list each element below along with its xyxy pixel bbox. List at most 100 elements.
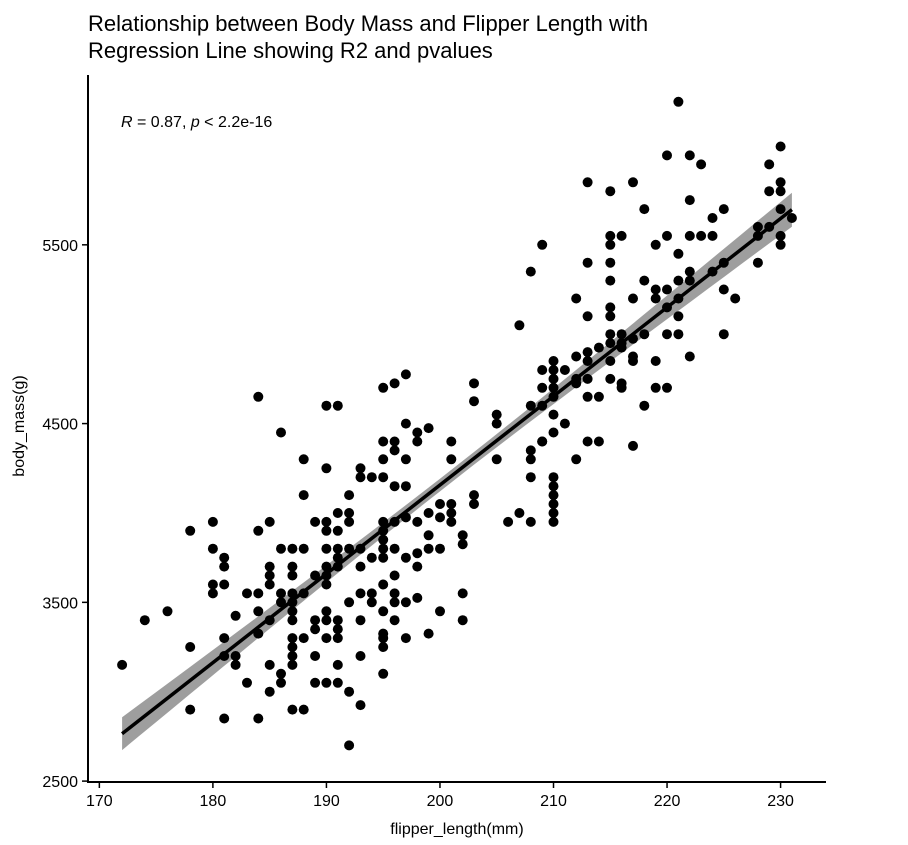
data-point xyxy=(435,499,445,509)
data-point xyxy=(718,284,729,295)
data-point xyxy=(321,615,332,626)
data-point xyxy=(355,472,366,483)
y-tick-label: 5500 xyxy=(42,238,78,255)
data-point xyxy=(378,642,389,652)
data-point xyxy=(582,311,593,322)
data-point xyxy=(786,213,797,223)
data-point xyxy=(775,186,786,197)
data-point xyxy=(321,606,332,617)
data-point xyxy=(605,239,616,250)
data-point xyxy=(775,230,786,241)
data-point xyxy=(582,436,593,447)
data-point xyxy=(264,659,275,670)
data-point xyxy=(469,499,479,509)
data-point xyxy=(548,508,559,518)
data-point xyxy=(389,588,400,599)
data-point xyxy=(264,561,275,572)
data-point xyxy=(332,400,343,411)
data-point xyxy=(332,508,343,518)
data-point xyxy=(628,293,638,304)
data-point xyxy=(287,659,298,670)
data-point xyxy=(389,445,400,456)
data-point xyxy=(412,427,423,438)
data-point xyxy=(730,293,741,304)
data-point xyxy=(310,624,321,635)
data-point xyxy=(514,320,525,331)
data-point xyxy=(571,293,582,304)
data-point xyxy=(718,329,729,340)
data-point xyxy=(344,516,355,527)
data-point xyxy=(355,561,366,572)
data-point xyxy=(242,677,252,688)
data-point xyxy=(298,454,309,465)
data-point xyxy=(582,347,593,358)
data-point xyxy=(707,230,718,241)
y-tick-label: 2500 xyxy=(42,774,78,791)
data-point xyxy=(605,186,616,197)
data-point xyxy=(219,633,230,644)
data-point xyxy=(752,221,763,232)
data-point xyxy=(514,508,525,518)
data-point xyxy=(139,615,150,626)
data-point xyxy=(400,454,411,465)
data-point xyxy=(684,275,695,286)
data-point xyxy=(207,516,218,527)
data-point xyxy=(276,588,286,599)
data-point xyxy=(423,543,434,554)
data-point xyxy=(378,552,389,563)
data-point xyxy=(593,391,604,402)
data-point xyxy=(582,373,593,384)
data-point xyxy=(435,543,445,554)
data-point xyxy=(400,369,411,380)
data-point xyxy=(310,615,321,626)
data-point xyxy=(696,159,707,170)
p-symbol: p xyxy=(190,114,200,131)
data-point xyxy=(469,378,479,389)
data-point xyxy=(491,409,502,420)
data-point xyxy=(616,382,627,393)
data-point xyxy=(264,686,275,697)
data-point xyxy=(752,257,763,268)
data-point xyxy=(321,525,332,536)
data-point xyxy=(548,499,559,509)
data-point xyxy=(582,177,593,188)
data-point xyxy=(400,552,411,563)
data-point xyxy=(287,642,298,652)
data-point xyxy=(673,311,684,322)
data-point xyxy=(332,552,343,563)
data-point xyxy=(582,257,593,268)
data-point xyxy=(639,329,650,340)
data-point xyxy=(412,561,423,572)
data-point xyxy=(332,677,343,688)
data-point xyxy=(264,579,275,590)
data-point xyxy=(662,382,672,393)
data-point xyxy=(378,436,389,447)
data-point xyxy=(582,391,593,402)
data-point xyxy=(548,472,559,483)
data-point xyxy=(662,329,672,340)
data-point xyxy=(287,615,298,626)
x-axis-label: flipper_length(mm) xyxy=(390,821,523,838)
data-point xyxy=(287,570,298,581)
data-point xyxy=(593,342,604,353)
r-value-text: = 0.87, xyxy=(133,114,191,131)
data-point xyxy=(219,561,230,572)
data-point xyxy=(321,677,332,688)
data-point xyxy=(378,579,389,590)
regression-line-layer xyxy=(120,208,794,736)
data-point xyxy=(310,516,321,527)
data-point xyxy=(605,329,616,340)
data-point xyxy=(219,713,230,724)
data-point xyxy=(389,597,400,608)
data-point xyxy=(400,597,411,608)
data-point xyxy=(548,490,559,501)
data-point xyxy=(389,436,400,447)
data-point xyxy=(605,311,616,322)
data-point xyxy=(378,454,389,465)
data-point xyxy=(355,615,366,626)
data-point xyxy=(389,615,400,626)
data-point xyxy=(616,329,627,340)
data-point xyxy=(400,481,411,492)
data-point xyxy=(650,284,661,295)
data-point xyxy=(491,454,502,465)
